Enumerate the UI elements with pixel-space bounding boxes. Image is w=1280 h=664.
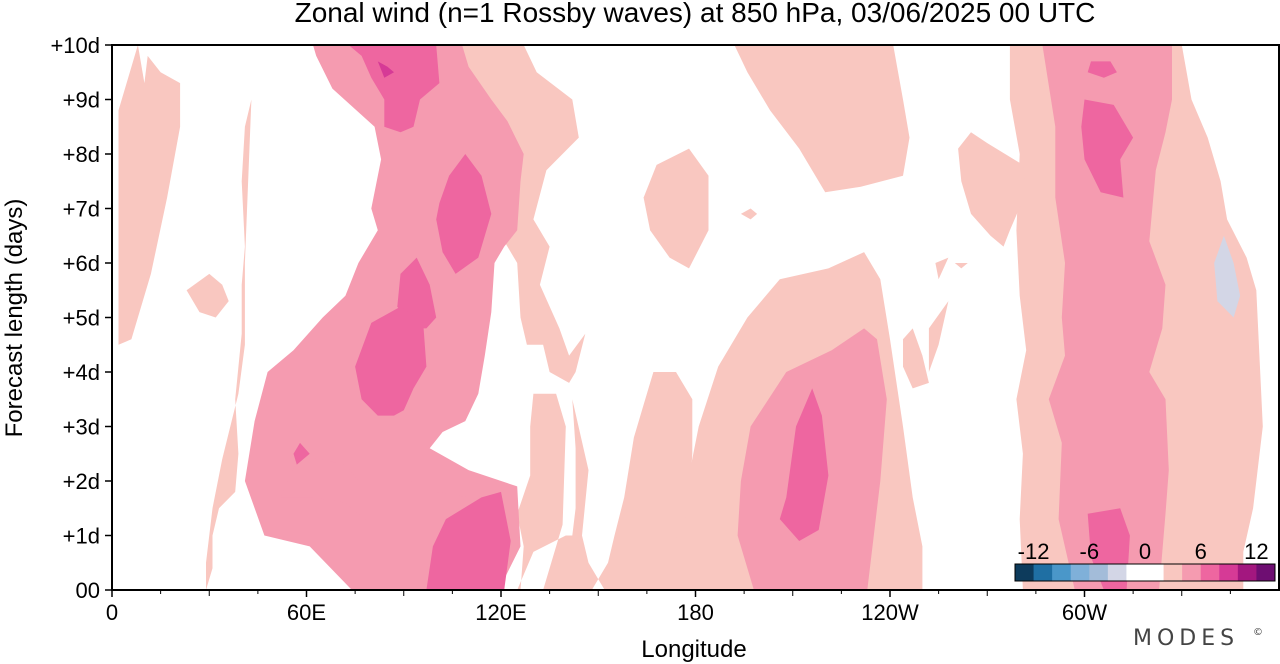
colorbar-swatch [1219,564,1239,581]
y-tick-label: +5d [63,306,100,331]
contour-region [1042,45,1172,590]
contour-region [186,273,229,318]
contour-region [355,306,427,416]
y-tick-label: +1d [63,524,100,549]
colorbar-swatch [1015,564,1035,581]
contour-region [928,301,949,372]
x-tick-label: 180 [677,600,714,625]
colorbar-label: 0 [1139,539,1151,564]
contour-region [740,208,758,220]
x-tick-label: 60E [287,600,326,625]
contour-region [779,388,829,541]
contour-region [954,263,968,269]
colorbar-swatch [1163,564,1183,581]
contour-region [206,45,693,590]
brand-mark: © [1253,627,1263,638]
colorbar-swatch [1107,564,1127,581]
y-tick-label: 00 [76,578,100,603]
contour-region [1087,61,1117,78]
brand-text: MODES [1133,626,1239,651]
contour-region [1081,99,1134,198]
y-tick-label: +2d [63,469,100,494]
y-tick-label: +6d [63,251,100,276]
colorbar-swatch [1089,564,1109,581]
contour-regions [118,45,1263,590]
contour-region [397,257,437,329]
contour-region [935,257,949,280]
colorbar-swatches [1015,564,1276,581]
x-tick-label: 0 [106,600,118,625]
colorbar-label: -12 [1018,539,1050,564]
chart-title: Zonal wind (n=1 Rossby waves) at 850 hPa… [295,0,1096,28]
colorbar-swatch [1256,564,1276,581]
colorbar-swatch [1070,564,1090,581]
x-tick-label: 120W [861,600,919,625]
colorbar-swatch [1033,564,1053,581]
y-tick-label: +7d [63,197,100,222]
contour-region [643,148,709,269]
x-axis-label: Longitude [641,636,746,663]
contour-region [1214,235,1241,318]
colorbar-label: 6 [1195,539,1207,564]
contour-region [734,45,910,193]
contour-region [436,154,492,274]
colorbar-label: -6 [1080,539,1100,564]
brand-logo: MODES © [1133,626,1263,651]
x-tick-label: 120E [475,600,526,625]
colorbar-swatch [1237,564,1257,581]
contour-region [903,328,929,389]
colorbar-swatch [1052,564,1072,581]
colorbar-label: 12 [1244,539,1268,564]
y-tick-label: +4d [63,360,100,385]
colorbar: -12 -6 0 6 12 [1014,539,1276,582]
contour-region [280,453,501,525]
y-tick-label: +8d [63,142,100,167]
contour-region [377,61,394,78]
colorbar-swatch [1182,564,1202,581]
contour-region [426,491,511,590]
colorbar-frame [1014,563,1276,582]
contour-region [348,45,440,133]
contour-region [958,132,1027,247]
colorbar-swatch [1126,564,1165,581]
contour-region [118,45,181,345]
x-tick-label: 60W [1062,600,1107,625]
contour-region [293,442,310,465]
y-tick-label: +3d [63,415,100,440]
y-tick-label: +10d [50,33,100,58]
y-axis-label: Forecast length (days) [1,199,28,438]
plot-area [111,44,1280,591]
x-axis: 0 60E 120E 180 120W 60W [106,590,1231,625]
y-tick-label: +9d [63,88,100,113]
y-axis: 00 +1d +2d +3d +4d +5d +6d +7d +8d +9d +10d [50,33,112,603]
colorbar-swatch [1200,564,1220,581]
